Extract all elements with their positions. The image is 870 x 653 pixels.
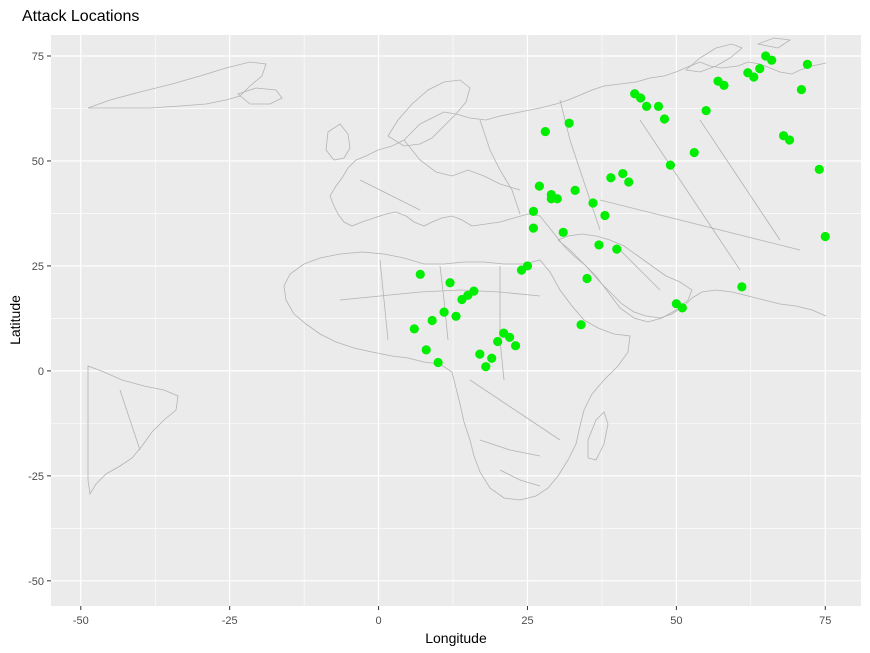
attack-point (457, 294, 467, 305)
attack-point (737, 282, 747, 292)
attack-point (636, 93, 646, 103)
attack-point (659, 114, 670, 124)
attack-point (510, 341, 521, 351)
attack-point (451, 311, 461, 321)
attack-point (677, 303, 687, 313)
attack-point (421, 345, 431, 355)
attack-point (534, 181, 544, 191)
attack-point (487, 353, 497, 363)
attack-point (612, 244, 622, 254)
map-greenland (87, 61, 267, 109)
attack-point (784, 135, 795, 145)
x-axis-title: Longitude (425, 630, 487, 646)
attack-point (564, 118, 574, 128)
x-tick-label: 75 (819, 615, 831, 627)
attack-point (505, 332, 515, 342)
attack-point (516, 265, 527, 275)
attack-point (570, 185, 580, 195)
x-tick-label: 50 (670, 615, 682, 627)
attack-point (481, 362, 491, 372)
attack-point (475, 349, 485, 359)
y-axis-title: Latitude (7, 295, 23, 345)
minor-gridlines (51, 35, 861, 606)
y-tick-label: -50 (28, 576, 44, 588)
x-axis: -50 -25 0 25 50 75 (73, 606, 831, 627)
map-madagascar (587, 411, 609, 461)
attack-point (796, 84, 807, 95)
attack-point (528, 223, 539, 233)
attack-point (409, 324, 419, 334)
chart-title: Attack Locations (22, 8, 139, 25)
plot-panel (51, 35, 861, 606)
attack-point (749, 72, 759, 82)
map-africa (283, 251, 631, 501)
map-arabia (557, 233, 693, 323)
attack-point (540, 126, 550, 137)
y-tick-label: 0 (38, 366, 44, 378)
attack-point (600, 210, 610, 221)
attack-point (755, 63, 765, 74)
attack-point (701, 105, 711, 116)
attack-point (767, 55, 777, 65)
attack-point (415, 269, 425, 279)
y-axis: -50 -25 0 25 50 75 (28, 51, 51, 588)
y-tick-label: 75 (32, 51, 44, 63)
x-tick-label: -50 (73, 615, 89, 627)
attack-point (624, 177, 634, 187)
map-arctic-islands (685, 37, 792, 73)
attack-point (528, 206, 539, 216)
attack-point (814, 164, 824, 174)
attack-point (689, 147, 699, 158)
map-outlines (87, 37, 827, 501)
attack-point (552, 194, 562, 204)
attack-point (653, 101, 664, 111)
attack-point (582, 273, 592, 284)
y-tick-label: 50 (32, 156, 44, 168)
attack-point (433, 357, 443, 368)
attack-point (445, 278, 455, 288)
attack-point (641, 101, 652, 111)
attack-point (594, 240, 604, 250)
y-tick-label: -25 (28, 471, 44, 483)
map-borders (119, 99, 801, 487)
y-tick-label: 25 (32, 261, 44, 273)
attack-point (588, 198, 598, 208)
attack-point (576, 320, 586, 330)
major-gridlines (51, 35, 861, 606)
attack-points (409, 51, 830, 372)
attack-point (558, 227, 568, 237)
map-british-isles (325, 123, 351, 161)
map-iceland (237, 87, 283, 105)
attack-point (493, 336, 503, 347)
attack-point (665, 160, 676, 170)
map-south-america (87, 365, 179, 496)
attack-point (439, 307, 449, 317)
map-eurasia (329, 61, 827, 319)
attack-point (618, 168, 628, 179)
x-tick-label: 25 (521, 615, 533, 627)
attack-point (820, 231, 830, 242)
map-scandinavia (387, 79, 471, 147)
x-tick-label: -25 (222, 615, 238, 627)
x-tick-label: 0 (376, 615, 382, 627)
attack-point (606, 173, 616, 183)
attack-point (719, 80, 729, 90)
attack-point (427, 315, 437, 326)
attack-point (802, 59, 812, 69)
